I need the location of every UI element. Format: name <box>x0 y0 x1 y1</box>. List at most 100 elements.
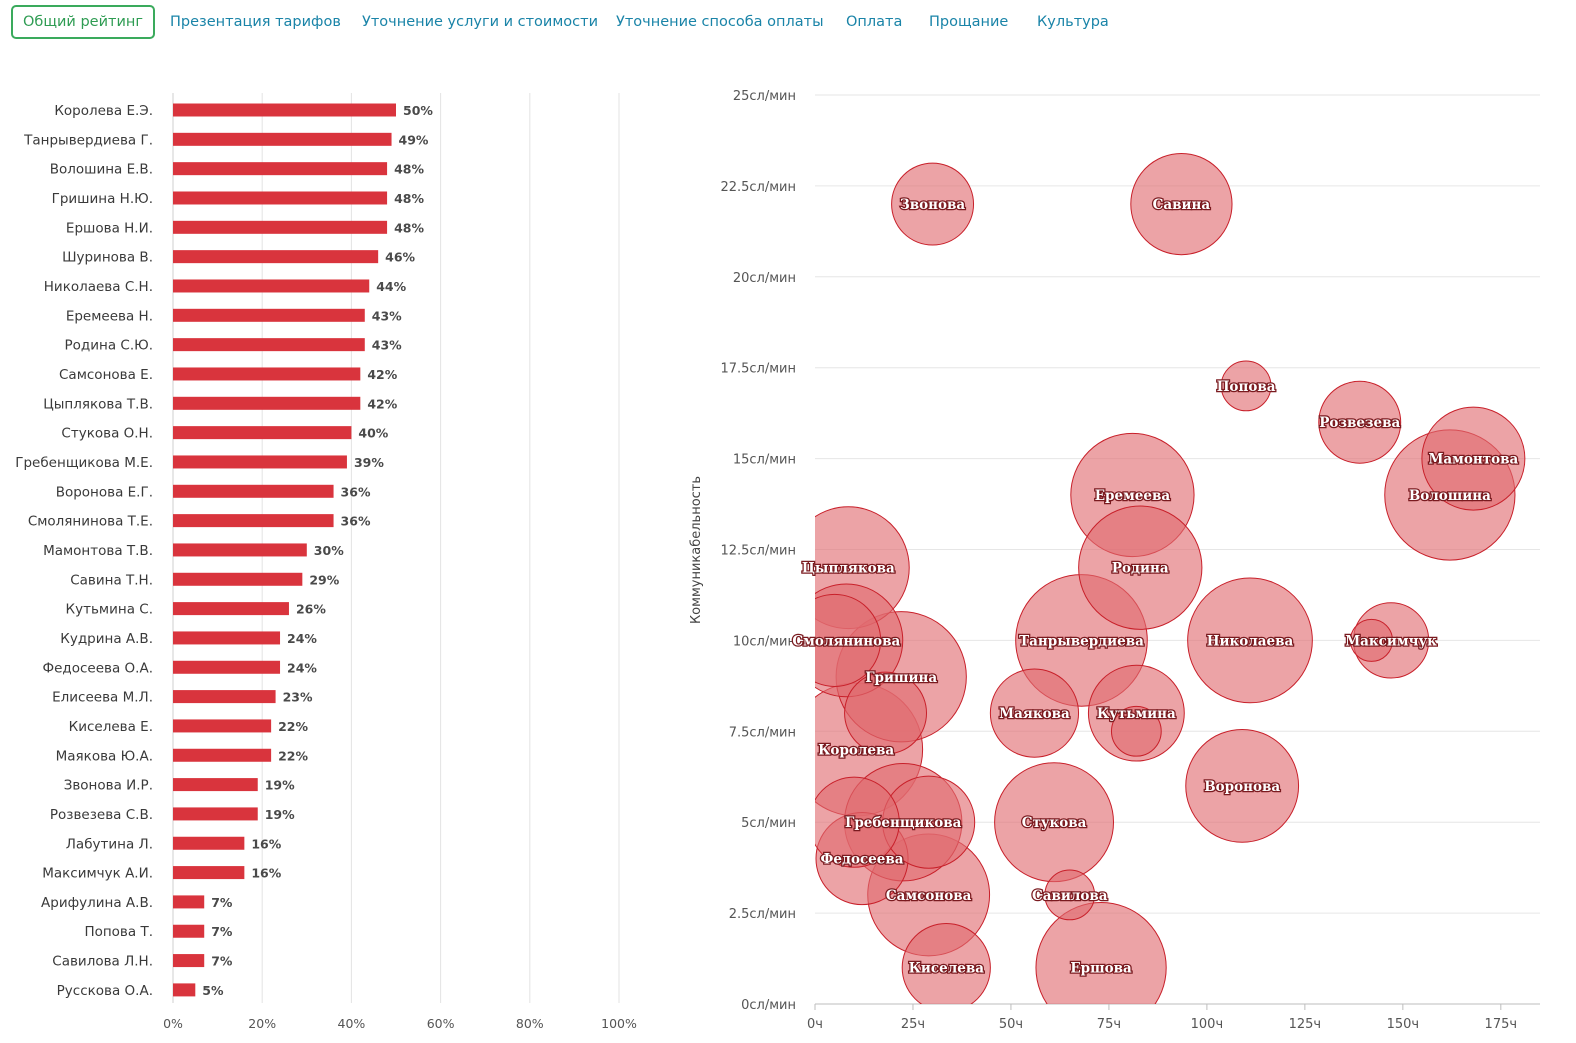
bar[interactable] <box>173 543 307 557</box>
bubble[interactable] <box>1349 618 1394 662</box>
tab-2[interactable]: Презентация тарифов <box>170 14 341 30</box>
bar-category-label: Русскова О.А. <box>57 983 153 999</box>
bar[interactable] <box>173 602 289 616</box>
bubble[interactable] <box>1130 152 1233 256</box>
bar-category-label: Савилова Л.Н. <box>52 954 153 970</box>
bar-category-label: Гришина Н.Ю. <box>52 191 153 207</box>
bar-value-label: 16% <box>251 836 281 851</box>
bar-category-label: Гребенщикова М.Е. <box>15 455 153 471</box>
tab-6[interactable]: Прощание <box>929 14 1009 30</box>
bubble[interactable] <box>1185 728 1300 843</box>
bar[interactable] <box>173 338 365 352</box>
bar-value-label: 48% <box>394 220 424 235</box>
bar[interactable] <box>173 367 361 381</box>
bar[interactable] <box>173 279 370 293</box>
bubble-x-tick-label: 75ч <box>1097 1017 1121 1032</box>
bubble-y-tick-label: 2.5сл/мин <box>729 907 796 922</box>
bar[interactable] <box>173 191 388 205</box>
bar-value-label: 50% <box>403 103 433 118</box>
bar-category-label: Волошина Е.В. <box>50 162 153 178</box>
bar-category-label: Розвезева С.В. <box>50 807 153 823</box>
bar-value-label: 48% <box>394 191 424 206</box>
bubble[interactable] <box>994 762 1115 883</box>
tab-1[interactable]: Общий рейтинг <box>11 5 155 39</box>
bubble-y-tick-label: 12.5сл/мин <box>720 544 796 559</box>
bubble[interactable] <box>901 923 991 1012</box>
bar[interactable] <box>173 455 347 469</box>
bar[interactable] <box>173 396 361 410</box>
bar-category-label: Федосеева О.А. <box>42 660 153 676</box>
tab-7[interactable]: Культура <box>1037 14 1109 30</box>
bubble[interactable] <box>1044 869 1096 921</box>
bar-value-label: 26% <box>296 602 326 617</box>
tab-3[interactable]: Уточнение услуги и стоимости <box>362 14 599 30</box>
bar-value-label: 40% <box>358 426 388 441</box>
bubble[interactable] <box>1035 902 1167 1033</box>
bar[interactable] <box>173 103 396 117</box>
bar[interactable] <box>173 631 281 645</box>
bar-category-label: Кутьмина С. <box>66 602 153 618</box>
bar[interactable] <box>173 514 334 528</box>
tab-5[interactable]: Оплата <box>846 14 903 30</box>
bar-value-label: 19% <box>265 778 295 793</box>
bubble[interactable] <box>844 671 928 755</box>
bar-value-label: 49% <box>399 132 429 147</box>
bar-category-label: Еремеева Н. <box>66 308 153 324</box>
bar-category-label: Воронова Е.Г. <box>56 484 153 500</box>
bar[interactable] <box>173 308 365 322</box>
bar[interactable] <box>173 572 303 586</box>
bubble-y-tick-label: 20сл/мин <box>733 271 796 286</box>
bar[interactable] <box>173 220 388 234</box>
bar-value-label: 46% <box>385 250 415 265</box>
bar-category-label: Арифулина А.В. <box>41 895 153 911</box>
bar-value-label: 16% <box>251 866 281 881</box>
bar[interactable] <box>173 778 258 792</box>
bar-category-label: Елисеева М.Л. <box>52 690 153 706</box>
bubble[interactable] <box>1421 406 1526 511</box>
bar-value-label: 24% <box>287 660 317 675</box>
bar[interactable] <box>173 660 281 674</box>
bubble[interactable] <box>1220 360 1272 412</box>
bubble[interactable] <box>1318 380 1402 464</box>
bar-category-label: Маякова Ю.А. <box>56 748 153 764</box>
tab-4[interactable]: Уточнение способа оплаты <box>616 14 824 30</box>
bar[interactable] <box>173 836 245 850</box>
bar[interactable] <box>173 866 245 880</box>
bubble[interactable] <box>809 776 900 868</box>
bar-value-label: 22% <box>278 719 308 734</box>
bubble-x-tick-label: 25ч <box>901 1017 925 1032</box>
bar[interactable] <box>173 484 334 498</box>
bar-value-label: 5% <box>202 983 224 998</box>
bar[interactable] <box>173 719 272 733</box>
bubble[interactable] <box>989 668 1080 758</box>
bar[interactable] <box>173 954 205 968</box>
bar-category-label: Лабутина Л. <box>66 836 153 852</box>
bar[interactable] <box>173 807 258 821</box>
bar-value-label: 44% <box>376 279 406 294</box>
bar[interactable] <box>173 748 272 762</box>
bar-category-label: Родина С.Ю. <box>65 338 153 354</box>
bar[interactable] <box>173 162 388 176</box>
bar[interactable] <box>173 132 392 146</box>
bar-value-label: 22% <box>278 748 308 763</box>
bar[interactable] <box>173 426 352 440</box>
bubble-y-tick-label: 10сл/мин <box>733 634 796 649</box>
bubble-y-tick-label: 15сл/мин <box>733 453 796 468</box>
bar-value-label: 7% <box>211 895 233 910</box>
bubble[interactable] <box>1078 505 1203 630</box>
bar[interactable] <box>173 895 205 909</box>
bar-value-label: 48% <box>394 162 424 177</box>
bar-value-label: 42% <box>367 396 397 411</box>
bar-value-label: 43% <box>372 338 402 353</box>
bar[interactable] <box>173 250 379 264</box>
bar-x-tick-label: 60% <box>427 1016 455 1031</box>
bubble[interactable] <box>891 162 975 246</box>
bar[interactable] <box>173 690 276 704</box>
bubble[interactable] <box>1187 577 1313 704</box>
bar[interactable] <box>173 924 205 938</box>
bubble[interactable] <box>789 593 882 687</box>
bubble-x-tick-label: 0ч <box>807 1017 823 1032</box>
bar[interactable] <box>173 983 196 997</box>
bar-category-label: Киселева Е. <box>69 719 153 735</box>
bubble[interactable] <box>1110 705 1162 757</box>
